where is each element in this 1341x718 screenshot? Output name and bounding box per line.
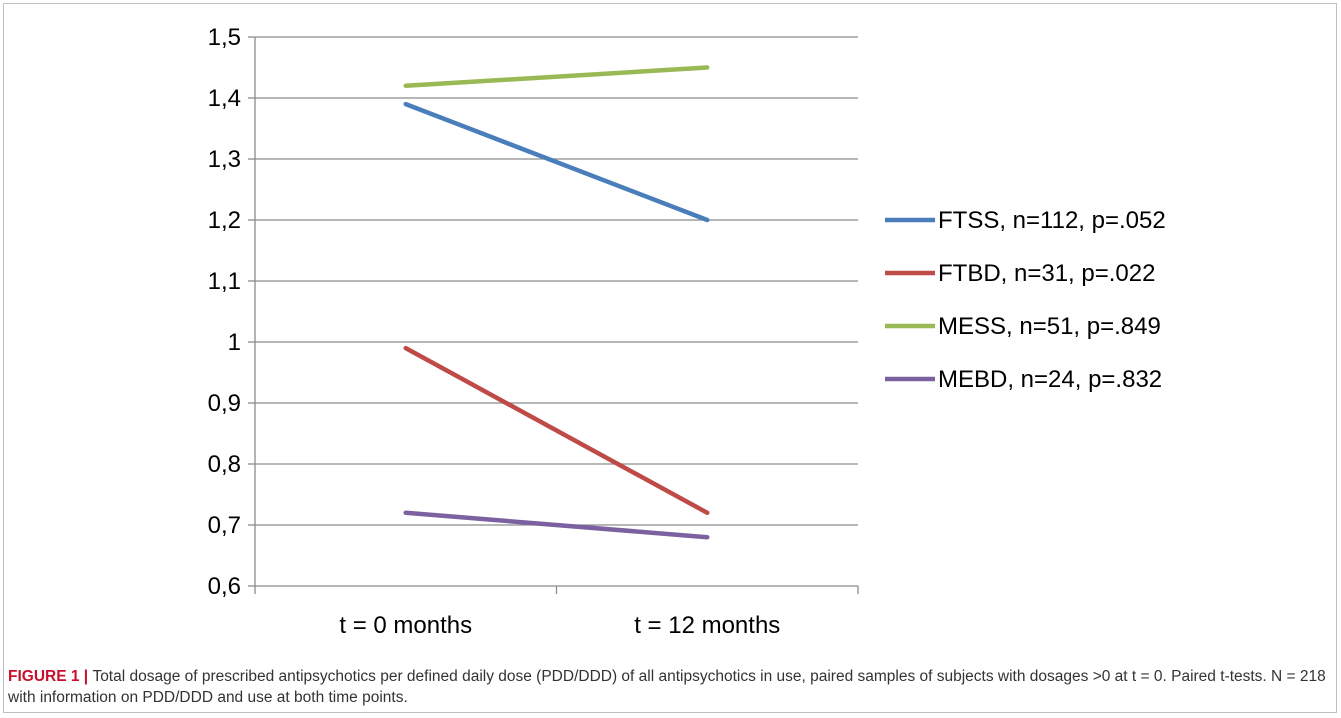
legend-label: FTSS, n=112, p=.052 [938,207,1166,234]
series-lines [403,65,710,540]
y-tick-label: 0,8 [208,451,241,478]
legend-label: MEBD, n=24, p=.832 [938,366,1162,393]
caption-separator: | [79,668,93,685]
y-tick-label: 1,2 [208,207,241,234]
legend-label: FTBD, n=31, p=.022 [938,260,1155,287]
y-tick-label: 1,1 [208,268,241,295]
figure-caption: FIGURE 1 | Total dosage of prescribed an… [8,666,1333,708]
legend-label: MESS, n=51, p=.849 [938,313,1161,340]
caption-text: Total dosage of prescribed antipsychotic… [8,668,1326,706]
y-tick-label: 1,4 [208,85,241,112]
line-chart: 0,6 0,7 0,8 0,9 1 1,1 1,2 1,3 1,4 1,5 t = 0 month… [208,24,1166,639]
y-tick-label: 0,7 [208,512,241,539]
series-line [403,510,710,540]
series-line [403,65,710,89]
gridlines [255,36,858,526]
legend: FTSS, n=112, p=.052 FTBD, n=31, p=.022 MES… [885,207,1166,393]
caption-label: FIGURE 1 [8,668,80,685]
y-tick-label: 0,6 [208,573,241,600]
series-line [403,345,710,516]
y-tick-label: 1,3 [208,146,241,173]
x-tick-label: t = 0 months [339,612,472,639]
figure-frame [3,3,1337,713]
x-tick-labels: t = 0 months t = 12 months [339,612,780,639]
series-line [403,101,710,223]
y-tick-labels: 0,6 0,7 0,8 0,9 1 1,1 1,2 1,3 1,4 1,5 [208,24,241,600]
y-tick-label: 0,9 [208,390,241,417]
y-tick-label: 1,5 [208,24,241,51]
x-tick-label: t = 12 months [634,612,780,639]
y-tick-label: 1 [228,329,241,356]
axes [248,36,859,594]
